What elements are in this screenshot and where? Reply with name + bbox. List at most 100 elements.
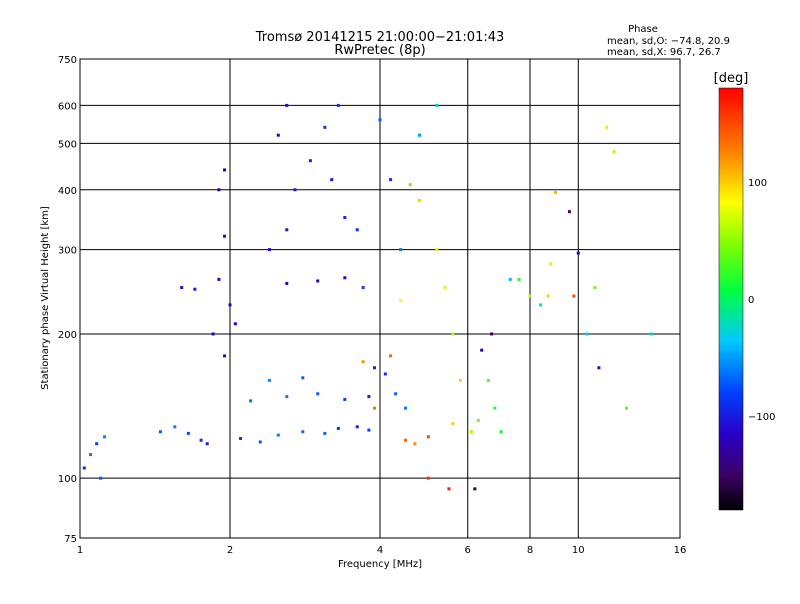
data-point (323, 125, 327, 129)
data-point (413, 442, 417, 446)
data-point (199, 438, 203, 442)
data-point (158, 430, 162, 434)
data-point (408, 183, 412, 187)
x-axis-label: Frequency [MHz] (338, 559, 422, 570)
data-point (173, 425, 177, 429)
data-point (343, 397, 347, 401)
data-point (223, 168, 227, 172)
data-point (285, 228, 289, 232)
data-point (103, 435, 107, 439)
chart-subtitle: RwPretec (8p) (334, 43, 425, 58)
data-point (89, 453, 93, 457)
data-point (426, 476, 430, 480)
data-point (373, 366, 377, 370)
data-point (193, 287, 197, 291)
data-point (490, 332, 494, 336)
data-point (585, 332, 589, 336)
data-point (301, 430, 305, 434)
data-point (435, 248, 439, 252)
data-point (399, 298, 403, 302)
data-point (528, 294, 532, 298)
x-tick-label: 8 (527, 545, 533, 556)
data-point (336, 103, 340, 107)
data-point (403, 406, 407, 410)
data-point (625, 406, 629, 410)
data-point (217, 277, 221, 281)
data-point (443, 286, 447, 290)
y-axis-ticks: 75 100 200 300 400 500 600 750 (58, 55, 77, 545)
data-point (605, 125, 609, 129)
data-point (180, 286, 184, 290)
data-point (276, 133, 280, 137)
data-point (399, 248, 403, 252)
data-point (267, 248, 271, 252)
grid-lines (79, 58, 681, 539)
data-point (95, 442, 99, 446)
data-point (361, 286, 365, 290)
y-tick-label: 100 (58, 474, 77, 485)
colorbar-tick-label: 0 (748, 295, 754, 306)
data-point (389, 354, 393, 358)
data-point (473, 487, 477, 491)
y-tick-label: 75 (64, 534, 77, 545)
data-point (508, 277, 512, 281)
phase-stats-x: mean, sd,X: 96.7, 26.7 (607, 47, 721, 58)
data-point (549, 262, 553, 266)
data-point (217, 188, 221, 192)
data-point (293, 188, 297, 192)
data-point (447, 487, 451, 491)
data-points (82, 103, 653, 491)
data-point (476, 418, 480, 422)
data-point (451, 332, 455, 336)
x-tick-label: 6 (465, 545, 471, 556)
data-point (249, 399, 253, 403)
x-tick-label: 2 (227, 545, 233, 556)
plot-frame (79, 58, 681, 539)
chart-title: Tromsø 20141215 21:00:00−21:01:43 (255, 30, 505, 45)
y-tick-label: 750 (58, 55, 77, 66)
y-axis-label: Stationary phase Virtual Height [km] (40, 206, 51, 390)
data-point (367, 428, 371, 432)
data-point (517, 277, 521, 281)
data-point (480, 348, 484, 352)
data-point (82, 466, 86, 470)
data-point (458, 378, 462, 382)
data-point (316, 392, 320, 396)
data-point (486, 378, 490, 382)
data-point (343, 216, 347, 220)
data-point (383, 372, 387, 376)
data-point (285, 395, 289, 399)
data-point (99, 476, 103, 480)
data-point (576, 251, 580, 255)
data-point (389, 178, 393, 182)
data-point (276, 433, 280, 437)
data-point (258, 440, 262, 444)
x-tick-label: 1 (77, 545, 83, 556)
data-point (308, 159, 312, 163)
data-point (469, 430, 473, 434)
colorbar-tick-label: −100 (748, 412, 775, 423)
colorbar-label: [deg] (714, 71, 749, 86)
data-point (435, 103, 439, 107)
data-point (285, 281, 289, 285)
colorbar-tick-label: 100 (748, 178, 767, 189)
data-point (361, 360, 365, 364)
data-point (417, 133, 421, 137)
data-point (355, 425, 359, 429)
data-point (301, 376, 305, 380)
data-point (426, 435, 430, 439)
data-point (597, 366, 601, 370)
x-axis-ticks: 1 2 4 6 8 10 16 (77, 545, 687, 556)
y-tick-label: 300 (58, 246, 77, 257)
data-point (553, 190, 557, 194)
data-point (539, 303, 543, 307)
data-point (499, 430, 503, 434)
data-point (285, 103, 289, 107)
data-point (612, 150, 616, 154)
data-point (493, 406, 497, 410)
data-point (233, 322, 237, 326)
data-point (417, 198, 421, 202)
data-point (223, 234, 227, 238)
data-point (649, 332, 653, 336)
